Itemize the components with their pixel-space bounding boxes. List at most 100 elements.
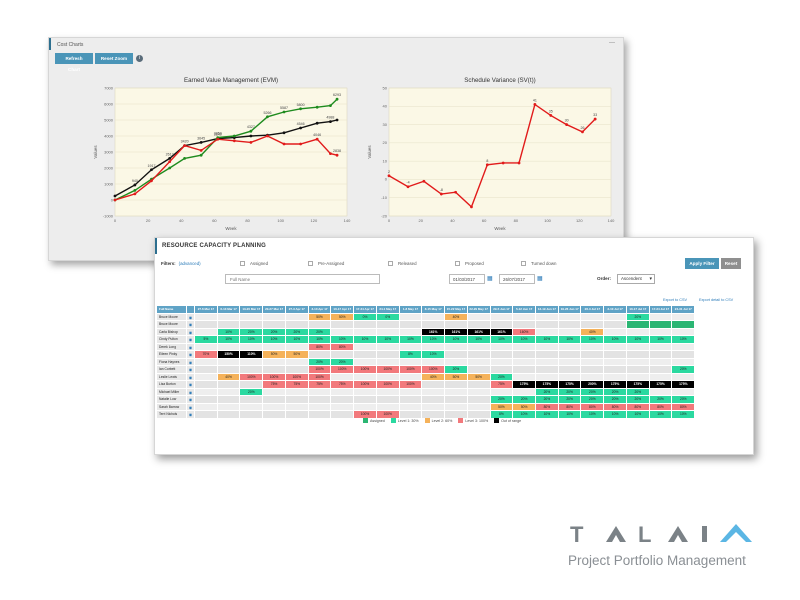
capacity-cell[interactable] [285,411,309,419]
eye-icon[interactable]: ◉ [187,396,195,404]
capacity-cell[interactable]: 10% [649,411,673,419]
capacity-cell[interactable] [536,328,559,336]
checkbox-box[interactable] [521,261,526,266]
capacity-cell[interactable] [672,358,696,366]
eye-icon[interactable]: ◉ [187,321,195,329]
capacity-cell[interactable] [672,373,696,381]
capacity-cell[interactable] [626,366,650,374]
capacity-cell[interactable] [672,351,696,359]
capacity-cell[interactable]: 20% [672,396,696,404]
capacity-cell[interactable]: 20% [513,396,537,404]
capacity-cell[interactable] [558,358,582,366]
capacity-cell[interactable] [354,373,377,381]
capacity-cell[interactable]: 75% [308,381,332,389]
capacity-cell[interactable]: 175% [672,381,696,389]
capacity-cell[interactable] [331,321,355,329]
capacity-cell[interactable] [649,351,673,359]
capacity-cell[interactable]: 10% [331,336,355,344]
header-full-name[interactable]: Full Name [157,306,187,314]
eye-icon[interactable]: ◉ [187,313,195,321]
resource-name[interactable]: Eileen Pinky [157,351,187,359]
capacity-cell[interactable] [604,313,627,321]
capacity-cell[interactable] [285,366,309,374]
capacity-cell[interactable]: 175% [626,381,650,389]
capacity-cell[interactable]: 40% [217,373,241,381]
capacity-cell[interactable]: 10% [604,411,627,419]
capacity-cell[interactable] [376,403,400,411]
capacity-cell[interactable]: 10% [467,336,491,344]
capacity-cell[interactable] [240,396,264,404]
capacity-cell[interactable] [217,381,241,389]
capacity-cell[interactable] [558,373,582,381]
eye-icon[interactable]: ◉ [187,403,195,411]
capacity-cell[interactable] [217,388,241,396]
capacity-cell[interactable] [240,366,264,374]
capacity-cell[interactable] [490,321,514,329]
capacity-cell[interactable] [217,403,241,411]
capacity-cell[interactable] [467,351,491,359]
capacity-cell[interactable] [331,388,355,396]
capacity-cell[interactable] [467,358,491,366]
capacity-cell[interactable] [467,411,491,419]
capacity-cell[interactable]: 20% [558,388,582,396]
capacity-cell[interactable]: 5% [195,336,218,344]
capacity-cell[interactable] [672,328,696,336]
resource-name[interactable]: Cindy Pulton [157,336,187,344]
capacity-cell[interactable] [445,343,468,351]
capacity-cell[interactable] [649,373,673,381]
capacity-cell[interactable] [604,358,627,366]
capacity-cell[interactable] [467,313,491,321]
capacity-cell[interactable] [445,381,468,389]
capacity-cell[interactable] [536,321,559,329]
capacity-cell[interactable] [422,381,446,389]
capacity-cell[interactable] [263,388,286,396]
capacity-cell[interactable] [626,343,650,351]
capacity-cell[interactable] [445,358,468,366]
checkbox-box[interactable] [308,261,313,266]
capacity-cell[interactable]: 40% [422,373,446,381]
capacity-cell[interactable]: 75% [331,381,355,389]
capacity-cell[interactable] [263,358,286,366]
capacity-cell[interactable]: 100% [399,366,423,374]
capacity-cell[interactable] [308,351,332,359]
capacity-cell[interactable] [285,388,309,396]
capacity-cell[interactable] [195,358,218,366]
capacity-cell[interactable] [604,328,627,336]
capacity-cell[interactable] [513,313,537,321]
capacity-cell[interactable]: 10% [217,336,241,344]
eye-icon[interactable]: ◉ [187,381,195,389]
capacity-cell[interactable]: 20% [285,328,309,336]
capacity-cell[interactable] [331,328,355,336]
capacity-cell[interactable] [536,351,559,359]
export-detail-csv-link[interactable]: Export detail to CSV [699,298,734,302]
capacity-cell[interactable] [263,321,286,329]
capacity-cell[interactable] [285,313,309,321]
capacity-cell[interactable]: 70% [195,351,218,359]
capacity-cell[interactable] [490,388,514,396]
capacity-cell[interactable] [331,351,355,359]
reset-zoom-button[interactable]: Reset Zoom [95,53,133,64]
capacity-cell[interactable]: 20% [581,388,605,396]
capacity-cell[interactable] [331,373,355,381]
capacity-cell[interactable] [217,358,241,366]
capacity-cell[interactable] [285,358,309,366]
capacity-cell[interactable] [308,388,332,396]
capacity-cell[interactable] [626,373,650,381]
capacity-cell[interactable]: 100% [376,366,400,374]
capacity-cell[interactable] [331,396,355,404]
capacity-cell[interactable] [626,351,650,359]
capacity-cell[interactable] [467,396,491,404]
capacity-cell[interactable] [513,343,537,351]
capacity-cell[interactable] [604,321,627,329]
resource-name[interactable]: Leslie Lewis [157,373,187,381]
capacity-cell[interactable] [217,366,241,374]
capacity-cell[interactable]: 200% [581,381,605,389]
capacity-cell[interactable] [445,411,468,419]
resource-name[interactable]: Michael Miller [157,388,187,396]
capacity-cell[interactable]: 10% [558,336,582,344]
full-name-input[interactable] [225,274,380,284]
capacity-cell[interactable]: 20% [536,396,559,404]
capacity-cell[interactable]: 80% [581,403,605,411]
capacity-cell[interactable] [217,313,241,321]
capacity-cell[interactable] [217,321,241,329]
